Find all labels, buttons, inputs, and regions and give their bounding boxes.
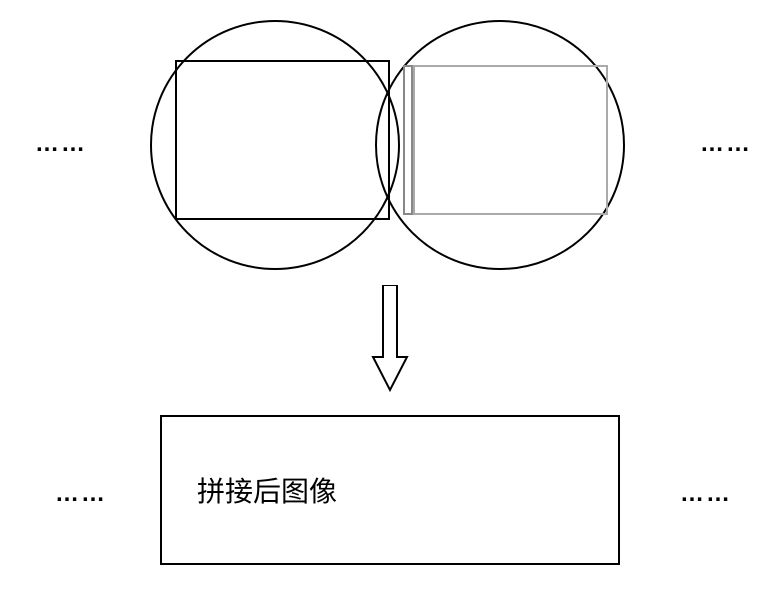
down-arrow [370, 285, 410, 395]
arrow-icon [370, 285, 410, 395]
rect-overlap-strip [403, 65, 413, 215]
bottom-result-section: …… 拼接后图像 …… [0, 415, 780, 575]
ellipsis-right-bottom: …… [680, 480, 732, 508]
ellipsis-left-bottom: …… [55, 480, 107, 508]
top-venn-section: …… …… [0, 10, 780, 270]
ellipsis-left-top: …… [35, 130, 87, 158]
rect-source-right [413, 65, 608, 215]
diagram-container: …… …… …… 拼接后图像 … [0, 0, 780, 613]
ellipsis-right-top: …… [700, 130, 752, 158]
rect-source-left [175, 60, 390, 220]
result-box: 拼接后图像 [160, 415, 620, 565]
result-label: 拼接后图像 [197, 470, 337, 510]
